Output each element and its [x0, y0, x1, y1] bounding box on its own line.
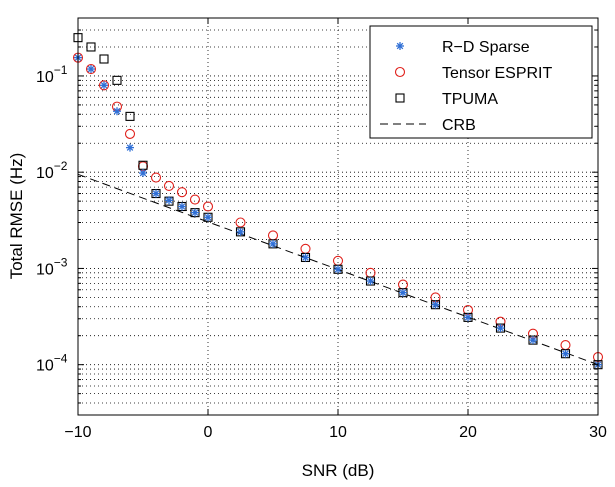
grid — [78, 17, 598, 416]
asterisk-stroke — [464, 314, 472, 321]
rd-sparse-point — [561, 349, 570, 358]
rd-sparse-point — [464, 313, 472, 322]
rd-sparse-point — [178, 202, 186, 211]
rd-sparse-point — [529, 336, 537, 345]
rd-sparse-point — [236, 227, 245, 236]
legend-box — [369, 25, 593, 139]
rd-sparse-point — [113, 107, 121, 116]
y-tick-base: 10 — [36, 261, 54, 278]
x-tick-label: 10 — [329, 424, 347, 441]
rd-sparse-point — [126, 143, 134, 152]
asterisk-stroke — [178, 203, 186, 210]
tensor-esprit-point — [176, 187, 188, 198]
asterisk-stroke — [100, 81, 108, 89]
y-tick-exponent: −2 — [54, 159, 68, 173]
tpuma-point — [86, 42, 96, 52]
legend: R−D Sparse Tensor ESPRIT TPUMA CRB — [369, 25, 593, 139]
tensor-esprit-point — [394, 66, 406, 78]
asterisk-stroke — [87, 65, 95, 73]
tensor-esprit-point — [124, 128, 136, 139]
tpuma-point — [395, 93, 405, 103]
asterisk-stroke — [399, 289, 407, 296]
asterisk-stroke — [269, 240, 277, 248]
asterisk-stroke — [562, 350, 569, 357]
x-tick-label: 20 — [459, 424, 477, 441]
rd-sparse-point — [431, 300, 440, 309]
tensor-esprit-point — [202, 201, 214, 212]
asterisk-stroke — [152, 190, 160, 197]
asterisk-stroke — [367, 277, 374, 285]
asterisk-stroke — [165, 197, 173, 204]
rd-sparse-point — [139, 169, 147, 178]
y-tick-base: 10 — [36, 69, 54, 86]
asterisk-stroke — [191, 209, 199, 216]
markers — [72, 33, 604, 370]
asterisk-stroke — [396, 42, 404, 50]
tensor-esprit-point — [150, 172, 162, 183]
rd-sparse-point — [87, 65, 95, 74]
rd-sparse-point — [100, 81, 108, 90]
rd-sparse-point — [152, 189, 160, 198]
tensor-esprit-point — [98, 80, 110, 91]
tensor-esprit-point — [85, 63, 97, 75]
tpuma-point — [99, 54, 109, 64]
rd-sparse-point — [334, 265, 342, 274]
y-tick-base: 10 — [36, 358, 54, 375]
rd-sparse-point — [301, 253, 310, 262]
legend-label: Tensor ESPRIT — [442, 65, 552, 82]
ticks — [77, 17, 599, 416]
rd-sparse-point — [191, 208, 199, 217]
tensor-esprit-point — [163, 180, 175, 191]
asterisk-stroke — [204, 213, 212, 221]
rd-sparse-point — [399, 288, 407, 297]
y-tick-label: 10−4 — [36, 352, 68, 375]
asterisk-stroke — [113, 107, 121, 115]
asterisk-stroke — [334, 265, 342, 273]
y-tick-base: 10 — [36, 165, 54, 182]
asterisk-stroke — [126, 144, 134, 151]
tensor-esprit-point — [189, 194, 201, 205]
rd-sparse-point — [165, 196, 173, 205]
asterisk-stroke — [432, 301, 439, 308]
x-tick-label: 0 — [204, 424, 213, 441]
y-tick-exponent: −3 — [54, 255, 68, 269]
x-axis-title: SNR (dB) — [302, 461, 375, 480]
rd-sparse-point — [269, 239, 277, 248]
y-tick-label: 10−2 — [36, 159, 68, 182]
y-tick-label: 10−3 — [36, 255, 68, 278]
tensor-esprit-point — [235, 217, 246, 228]
tpuma-point — [112, 75, 122, 85]
x-tick-label: 30 — [589, 424, 607, 441]
y-axis-title: Total RMSE (Hz) — [7, 153, 26, 280]
x-tick-label: −10 — [64, 424, 91, 441]
y-tick-exponent: −1 — [54, 63, 68, 77]
rd-sparse-point — [366, 277, 375, 286]
y-tick-label: 10−1 — [36, 63, 68, 86]
rd-sparse-point — [396, 42, 404, 50]
tpuma-point — [125, 111, 135, 121]
rd-sparse-point — [496, 324, 505, 333]
legend-label: R−D Sparse — [442, 39, 530, 56]
asterisk-stroke — [237, 228, 244, 236]
asterisk-stroke — [529, 336, 537, 344]
legend-label: CRB — [442, 117, 476, 134]
asterisk-stroke — [302, 254, 309, 261]
y-tick-exponent: −4 — [54, 352, 68, 366]
asterisk-stroke — [497, 324, 504, 332]
legend-label: TPUMA — [442, 91, 498, 108]
rd-sparse-point — [204, 213, 212, 222]
asterisk-stroke — [139, 169, 147, 177]
